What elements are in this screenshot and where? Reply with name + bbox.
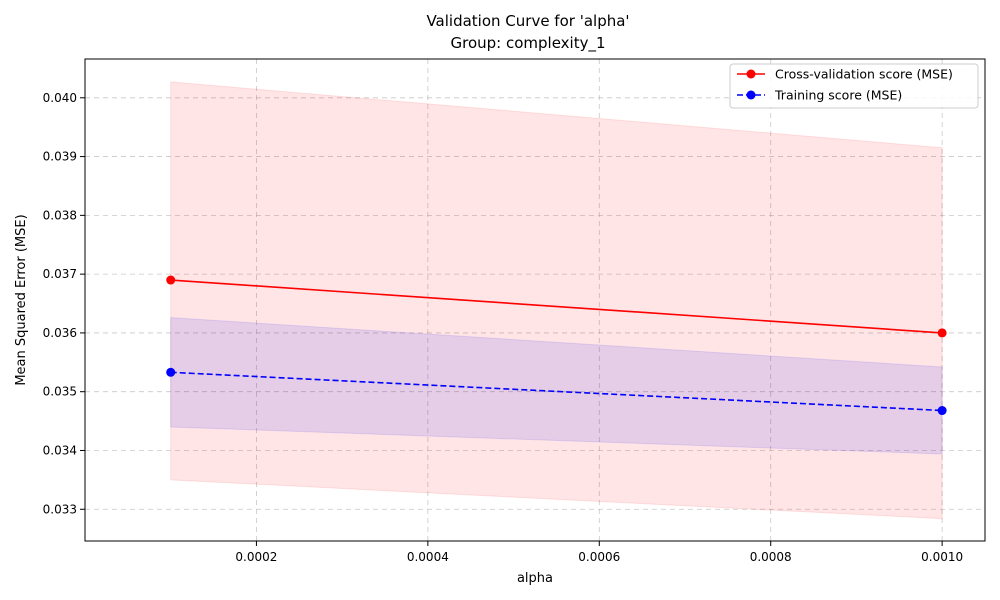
y-axis-label: Mean Squared Error (MSE) — [14, 214, 29, 385]
data-point — [166, 275, 176, 285]
data-point — [937, 406, 947, 416]
chart-subtitle: Group: complexity_1 — [450, 34, 605, 53]
y-axis-ticks: 0.033 0.034 0.035 0.036 0.037 0.038 0.039 0.040 — [43, 91, 85, 516]
x-tick-label: 0.0010 — [921, 550, 963, 564]
legend-label-1: Training score (MSE) — [774, 88, 902, 103]
confidence-bands — [170, 81, 943, 520]
y-tick-label: 0.034 — [43, 443, 77, 457]
y-tick-label: 0.035 — [43, 385, 77, 399]
series-markers — [166, 275, 947, 416]
y-tick-label: 0.039 — [43, 150, 77, 164]
confidence-band-0 — [170, 81, 943, 520]
x-tick-label: 0.0006 — [578, 550, 620, 564]
series-line-0 — [170, 279, 943, 334]
legend: Cross-validation score (MSE) Training sco… — [729, 63, 979, 109]
legend-marker-0 — [746, 69, 756, 79]
series-line-1 — [170, 371, 943, 412]
x-axis-label: alpha — [517, 571, 553, 586]
y-tick-label: 0.037 — [43, 267, 77, 281]
x-tick-label: 0.0002 — [235, 550, 277, 564]
chart-title: Validation Curve for 'alpha' — [426, 12, 629, 30]
legend-label-0: Cross-validation score (MSE) — [775, 67, 953, 82]
x-axis-ticks: 0.0002 0.0004 0.0006 0.0008 0.0010 — [235, 541, 963, 564]
y-tick-label: 0.038 — [43, 208, 77, 222]
data-point — [166, 367, 176, 377]
y-tick-label: 0.033 — [43, 502, 77, 516]
y-tick-label: 0.040 — [43, 91, 77, 105]
data-point — [937, 328, 947, 338]
x-tick-label: 0.0004 — [407, 550, 449, 564]
series-lines — [170, 279, 943, 412]
y-tick-label: 0.036 — [43, 326, 77, 340]
legend-box — [729, 63, 979, 109]
confidence-band-1 — [170, 317, 943, 455]
plot-area — [85, 59, 985, 541]
legend-marker-1 — [746, 90, 756, 100]
plot-frame — [84, 58, 986, 542]
x-tick-label: 0.0008 — [750, 550, 792, 564]
